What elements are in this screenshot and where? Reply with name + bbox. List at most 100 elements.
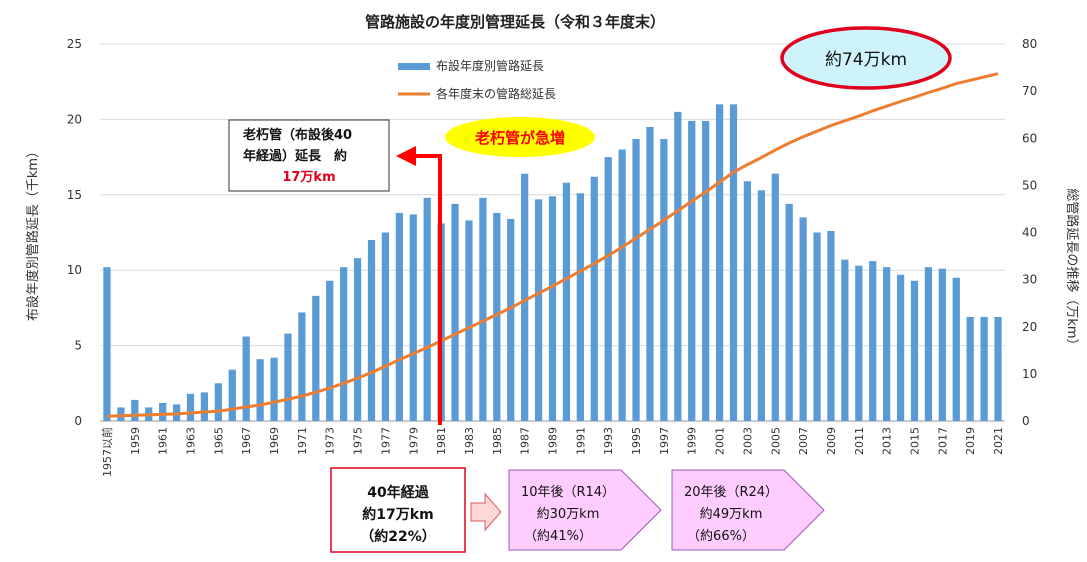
bar [660,139,668,421]
projection-10y-pentagon [508,469,662,551]
bar [855,265,863,421]
right-tick-label: 30 [1022,273,1037,287]
aged-box-frame [228,119,390,192]
bar [702,120,710,422]
projection-20y: 20年後（R24） 約49万km （約66%） [671,469,825,551]
bar [186,393,195,421]
x-tick-label: 1993 [602,427,615,455]
x-tick-label: 1987 [519,427,532,455]
x-tick-label: 2005 [769,427,782,455]
bar [757,190,765,421]
bar [562,182,571,421]
bar [367,240,376,421]
bar [771,173,779,421]
right-tick-label: 50 [1022,178,1037,192]
projection-10y-line3: （約41%） [524,529,592,544]
total-length-line [106,72,999,418]
left-tick-label: 10 [67,263,82,277]
x-tick-label: 2011 [853,427,866,455]
bar [103,267,111,421]
right-tick-label: 80 [1022,37,1037,51]
x-axis-ticks: 1957以前 1959 1961 1963 1965 1967 1969 1971 1973 19… [100,427,1005,477]
bar [938,268,946,421]
projection-arrow-icon [470,492,502,532]
bar [312,295,320,421]
aged-pipe-box: 老朽管（布設後40 年経過）延長 約 17万km [228,119,390,192]
legend-line-label: 各年度末の管路総延長 [436,86,556,101]
left-tick-label: 0 [74,414,82,428]
chart-title: 管路施設の年度別管理延長（令和３年度末） [365,13,665,31]
bar [409,214,417,421]
x-tick-label: 2015 [909,427,922,455]
aged-arrow [396,146,442,425]
total-callout: 約74万km [780,26,952,90]
projection-20y-line2: 約49万km [700,507,763,522]
aged-line-2: 年経過）延長 約 [243,148,347,164]
x-tick-label: 1999 [686,427,699,455]
projection-40y-line1: 40年経過 [367,484,429,501]
x-tick-label: 1981 [435,427,448,455]
bar [270,357,278,421]
bar [395,212,403,421]
right-axis-ticks: 0 10 20 30 40 50 60 70 80 [1022,37,1037,428]
bar [159,402,167,421]
bar [869,261,877,421]
x-tick-label: 1959 [129,427,142,455]
bar [451,203,459,421]
x-tick-label: 1983 [463,427,476,455]
bar [534,199,543,421]
bar [924,267,933,421]
bar [507,218,515,421]
bar [228,369,236,421]
x-tick-label: 2007 [797,427,810,455]
bar [618,149,626,421]
x-tick-label: 2021 [992,427,1005,455]
x-tick-label: 1965 [212,427,225,455]
x-tick-label: 1973 [324,427,337,455]
bar [729,104,738,421]
x-tick-label: 2001 [714,427,727,455]
legend: 布設年度別管路延長 各年度末の管路総延長 [398,58,556,101]
bar [117,407,125,421]
projection-20y-line1: 20年後（R24） [684,485,778,500]
x-tick-label: 1985 [491,427,504,455]
x-tick-label: 1991 [574,427,587,455]
x-tick-label: 1997 [658,427,671,455]
bar [465,220,473,421]
bar [743,181,752,421]
bar [548,196,557,421]
bar [966,316,974,421]
bar [200,392,209,421]
bar [242,336,250,421]
x-tick-label: 1967 [240,427,253,455]
surge-label: 老朽管が急増 [474,129,565,147]
bar [423,197,431,421]
bar [785,203,793,421]
x-tick-label: 1979 [407,427,420,455]
left-tick-label: 15 [67,188,82,202]
right-tick-label: 0 [1022,414,1030,428]
left-axis-title: 布設年度別管路延長（千km） [25,145,41,321]
bar [521,173,529,421]
bar [576,193,584,421]
bar [326,280,334,421]
right-tick-label: 70 [1022,84,1037,98]
right-tick-label: 10 [1022,367,1037,381]
left-axis-ticks: 0 5 10 15 20 25 [67,37,82,428]
left-tick-label: 5 [74,339,82,353]
projection-10y-line1: 10年後（R14） [521,485,615,500]
surge-ellipse [445,117,595,157]
aged-line-3: 17万km [282,170,335,185]
total-label: 約74万km [825,50,907,70]
x-tick-label: 2009 [825,427,838,455]
projection-40y-frame [330,467,466,553]
bar-series [103,104,1002,422]
bar [910,280,919,421]
x-tick-label: 1961 [157,427,170,455]
bar [493,212,501,421]
x-tick-label: 1975 [352,427,365,455]
bar [688,120,696,422]
bar [674,111,682,422]
x-tick-label: 1971 [296,427,309,455]
